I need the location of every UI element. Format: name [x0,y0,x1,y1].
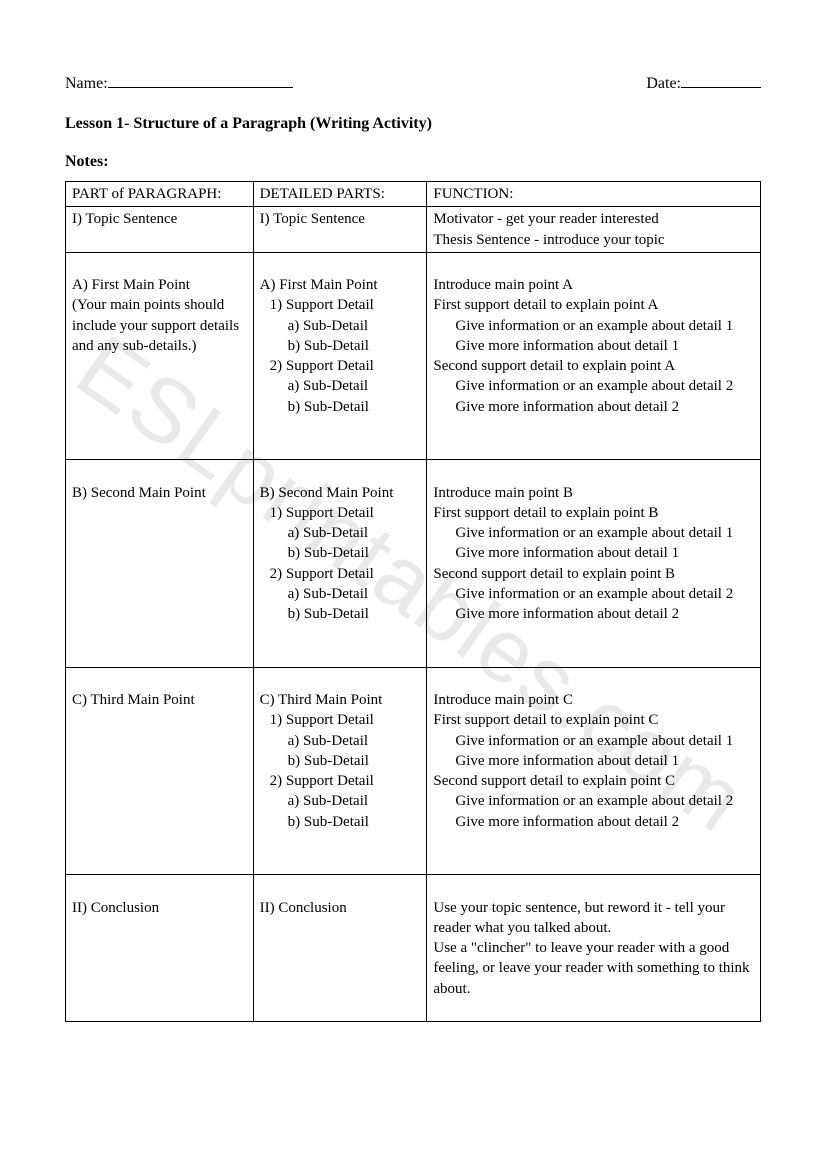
document-page: Name: Date: Lesson 1- Structure of a Par… [0,0,821,1082]
text: Introduce main point C [433,692,573,708]
text: Use your topic sentence, but reword it -… [433,900,725,936]
text: b) Sub-Detail [260,543,423,563]
text: A) First Main Point [260,277,378,293]
text: 2) Support Detail [260,356,423,376]
text: a) Sub-Detail [260,731,423,751]
cell: C) Third Main Point 1) Support Detail a)… [253,667,427,875]
text: C) Third Main Point [72,692,195,708]
row-first-main-point: A) First Main Point (Your main points sh… [66,252,761,460]
text: Give more information about detail 1 [433,543,756,563]
text: Give information or an example about det… [433,316,756,336]
cell: A) First Main Point (Your main points sh… [66,252,254,460]
name-blank[interactable] [108,87,293,88]
text: Motivator - get your reader interested [433,211,658,227]
text: a) Sub-Detail [260,376,423,396]
header-col1: PART of PARAGRAPH: [66,182,254,207]
text: Use a "clincher" to leave your reader wi… [433,940,749,997]
text: 1) Support Detail [260,295,423,315]
row-conclusion: II) Conclusion II) Conclusion Use your t… [66,875,761,1022]
text: First support detail to explain point B [433,505,658,521]
text: 2) Support Detail [260,771,423,791]
text: B) Second Main Point [72,485,206,501]
text: II) Conclusion [72,900,159,916]
text: Thesis Sentence - introduce your topic [433,232,664,248]
text: Give information or an example about det… [433,731,756,751]
text: b) Sub-Detail [260,397,423,417]
text: First support detail to explain point A [433,297,658,313]
cell: II) Conclusion [253,875,427,1022]
cell: I) Topic Sentence [253,207,427,253]
text: a) Sub-Detail [260,791,423,811]
cell: II) Conclusion [66,875,254,1022]
table-header-row: PART of PARAGRAPH: DETAILED PARTS: FUNCT… [66,182,761,207]
text: a) Sub-Detail [260,316,423,336]
cell: Introduce main point A First support det… [427,252,761,460]
text: Give information or an example about det… [433,584,756,604]
cell: I) Topic Sentence [66,207,254,253]
text: First support detail to explain point C [433,712,658,728]
row-second-main-point: B) Second Main Point B) Second Main Poin… [66,460,761,668]
text: Give more information about detail 2 [433,397,756,417]
text: b) Sub-Detail [260,751,423,771]
text: C) Third Main Point [260,692,383,708]
text: Give information or an example about det… [433,523,756,543]
cell: Introduce main point B First support det… [427,460,761,668]
paragraph-structure-table: PART of PARAGRAPH: DETAILED PARTS: FUNCT… [65,181,761,1022]
name-label: Name: [65,75,108,92]
header-row: Name: Date: [65,75,761,93]
text: Introduce main point A [433,277,573,293]
row-topic-sentence: I) Topic Sentence I) Topic Sentence Moti… [66,207,761,253]
text: b) Sub-Detail [260,812,423,832]
text: Give more information about detail 2 [433,604,756,624]
text: Second support detail to explain point A [433,358,675,374]
cell: B) Second Main Point [66,460,254,668]
text: II) Conclusion [260,900,347,916]
cell: Motivator - get your reader interested T… [427,207,761,253]
date-blank[interactable] [681,87,761,88]
text: 1) Support Detail [260,503,423,523]
text: 2) Support Detail [260,564,423,584]
row-third-main-point: C) Third Main Point C) Third Main Point … [66,667,761,875]
text: a) Sub-Detail [260,523,423,543]
cell: Use your topic sentence, but reword it -… [427,875,761,1022]
cell: A) First Main Point 1) Support Detail a)… [253,252,427,460]
text: (Your main points should include your su… [72,297,239,354]
text: Give information or an example about det… [433,791,756,811]
lesson-title: Lesson 1- Structure of a Paragraph (Writ… [65,115,761,133]
header-col3: FUNCTION: [427,182,761,207]
text: Give more information about detail 1 [433,751,756,771]
date-label: Date: [646,75,681,92]
cell: B) Second Main Point 1) Support Detail a… [253,460,427,668]
text: b) Sub-Detail [260,336,423,356]
text: Second support detail to explain point C [433,773,675,789]
name-field: Name: [65,75,293,93]
cell: C) Third Main Point [66,667,254,875]
text: Give information or an example about det… [433,376,756,396]
text: A) First Main Point [72,277,190,293]
text: 1) Support Detail [260,710,423,730]
text: Second support detail to explain point B [433,566,675,582]
notes-label: Notes: [65,153,761,171]
text: a) Sub-Detail [260,584,423,604]
text: b) Sub-Detail [260,604,423,624]
text: Introduce main point B [433,485,573,501]
text: Give more information about detail 1 [433,336,756,356]
text: B) Second Main Point [260,485,394,501]
header-col2: DETAILED PARTS: [253,182,427,207]
cell: Introduce main point C First support det… [427,667,761,875]
date-field: Date: [646,75,761,93]
text: Give more information about detail 2 [433,812,756,832]
